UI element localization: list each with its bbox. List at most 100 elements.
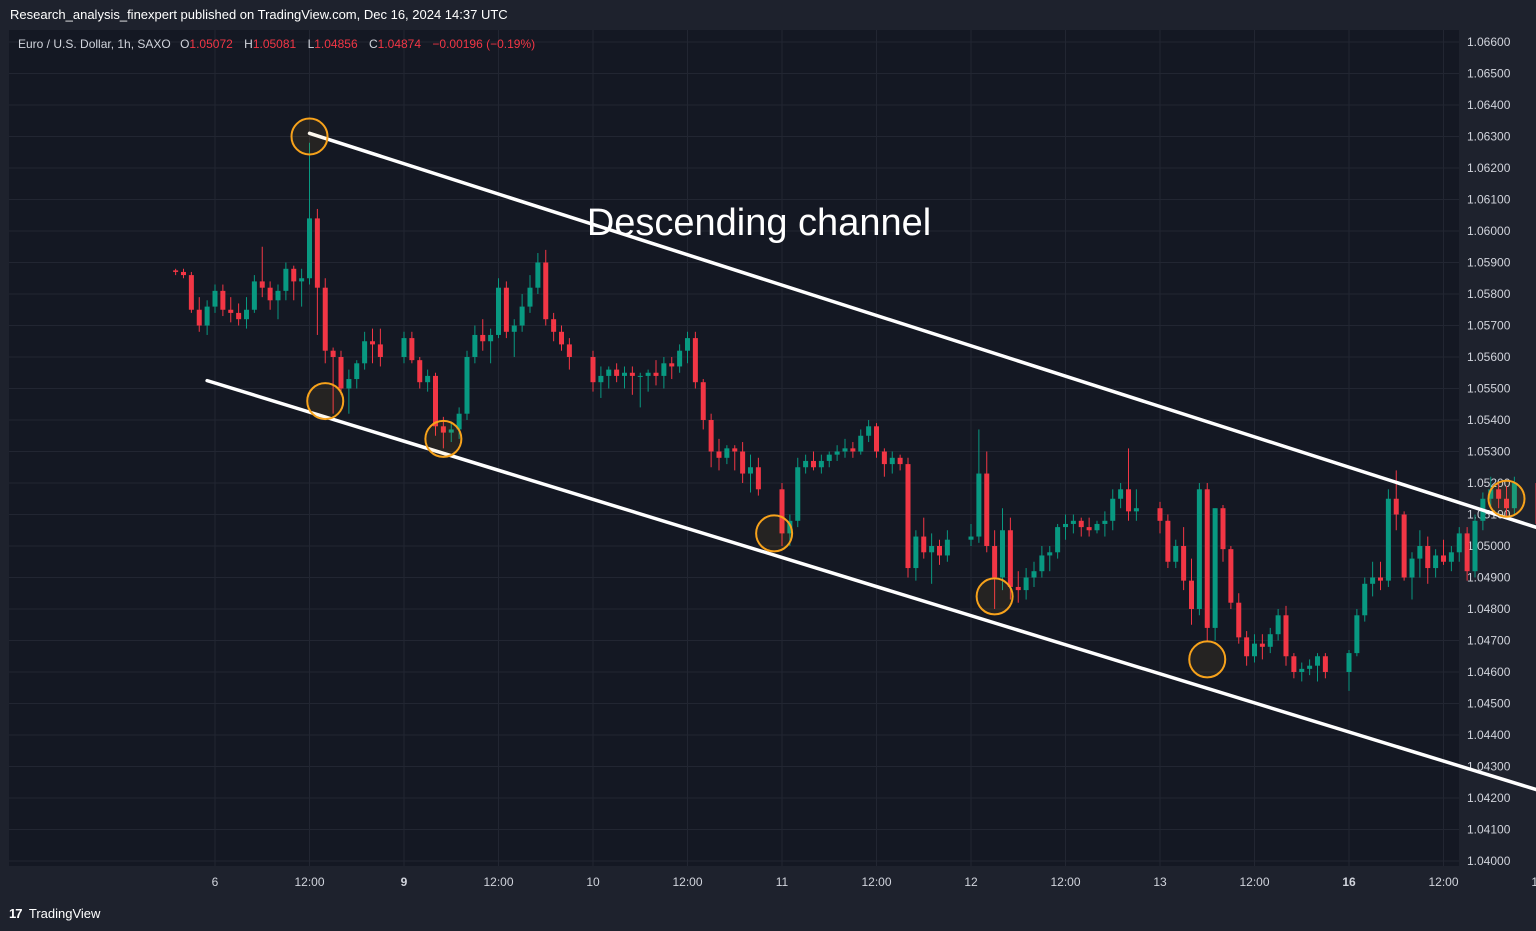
- candle-body: [1126, 489, 1131, 512]
- candle-body: [637, 375, 643, 377]
- candle-body: [401, 338, 407, 357]
- price-tick-label: 1.04900: [1467, 571, 1511, 585]
- candle: [724, 445, 730, 465]
- candle-body: [519, 306, 525, 326]
- candle: [921, 517, 927, 559]
- candle: [818, 454, 824, 474]
- candle: [338, 350, 344, 395]
- candle: [472, 325, 478, 364]
- candle: [590, 350, 596, 392]
- candle: [1378, 561, 1383, 591]
- time-tick-label: 17: [1531, 875, 1536, 889]
- candle-body: [212, 290, 218, 307]
- candle-body: [559, 331, 564, 345]
- candle-body: [787, 520, 793, 534]
- candle-body: [1070, 520, 1076, 524]
- candle-body: [795, 467, 801, 521]
- candle-body: [976, 473, 982, 537]
- candle-body: [543, 262, 549, 320]
- candle-body: [464, 357, 470, 414]
- candle-body: [1086, 527, 1092, 531]
- candle-body: [338, 357, 344, 389]
- touch-point-marker: [755, 514, 794, 553]
- time-axis-bg: [9, 866, 1459, 896]
- candle-body: [362, 341, 368, 364]
- candle-body: [354, 363, 360, 380]
- candle-body: [330, 350, 336, 357]
- candle-body: [173, 270, 179, 272]
- candle: [708, 413, 714, 468]
- candle-body: [425, 375, 431, 383]
- candle-body: [685, 338, 690, 351]
- candle: [677, 344, 683, 373]
- candle-body: [220, 290, 226, 310]
- candle: [669, 357, 675, 380]
- chart-pane[interactable]: [9, 30, 1459, 896]
- candle: [362, 331, 368, 370]
- candle: [1370, 561, 1376, 597]
- candle: [527, 275, 533, 313]
- candle-body: [606, 369, 612, 376]
- candle: [267, 281, 273, 310]
- candle-body: [913, 536, 919, 569]
- candle: [685, 331, 690, 364]
- price-tick-label: 1.06100: [1467, 193, 1511, 207]
- candles: [173, 142, 1536, 691]
- low-value: 1.04856: [314, 37, 358, 51]
- time-tick-label: 12:00: [1428, 875, 1458, 889]
- time-axis: 6 12:00 9 12:00 10 12:00 11 12:00 12 12:00 13 12:00…: [9, 866, 1536, 896]
- candle: [1448, 546, 1454, 572]
- candle: [1441, 539, 1446, 565]
- annotations: Descending channel: [205, 117, 1536, 792]
- candle-body: [1448, 552, 1454, 562]
- candle-body: [433, 375, 438, 427]
- candle: [1267, 627, 1273, 654]
- candle-body: [614, 369, 620, 376]
- candle-body: [818, 460, 824, 468]
- tradingview-logo-icon[interactable]: 17: [9, 906, 23, 921]
- price-tick-label: 1.06200: [1467, 161, 1511, 175]
- candle: [937, 539, 942, 565]
- candle: [700, 379, 706, 430]
- candle-body: [1196, 489, 1202, 609]
- candle-body: [188, 275, 194, 310]
- price-tick-label: 1.04200: [1467, 791, 1511, 805]
- candle-body: [1047, 552, 1053, 556]
- channel-upper-line: [307, 131, 1536, 530]
- candle-body: [1496, 489, 1502, 499]
- candle: [228, 297, 234, 323]
- candle: [299, 268, 305, 307]
- candle-body: [346, 379, 352, 389]
- candle-body: [826, 454, 832, 461]
- candle: [251, 275, 257, 313]
- candle-body: [472, 334, 478, 357]
- candle-body: [629, 372, 635, 376]
- candle: [748, 454, 753, 493]
- high-value: 1.05081: [252, 37, 297, 51]
- candle-body: [267, 287, 273, 301]
- candle: [1102, 511, 1108, 537]
- candle: [283, 262, 289, 301]
- price-tick-label: 1.05000: [1467, 539, 1511, 553]
- candle: [866, 420, 872, 443]
- candle: [1078, 517, 1084, 537]
- candle: [944, 530, 950, 562]
- candle-body: [1425, 546, 1431, 569]
- candle: [291, 265, 297, 301]
- candle-body: [291, 268, 297, 282]
- candle: [1118, 483, 1124, 509]
- touch-point-marker: [975, 577, 1014, 616]
- candle: [1070, 514, 1076, 534]
- candle-body: [370, 341, 375, 345]
- candle: [314, 208, 320, 335]
- candle: [244, 297, 249, 329]
- price-tick-label: 1.05800: [1467, 287, 1511, 301]
- candle-body: [850, 448, 856, 452]
- candle-body: [456, 413, 462, 430]
- candle-body: [1007, 530, 1013, 587]
- candle: [929, 533, 935, 584]
- open-value: 1.05072: [189, 37, 233, 51]
- tradingview-brand[interactable]: TradingView: [28, 906, 101, 921]
- candle: [433, 372, 438, 436]
